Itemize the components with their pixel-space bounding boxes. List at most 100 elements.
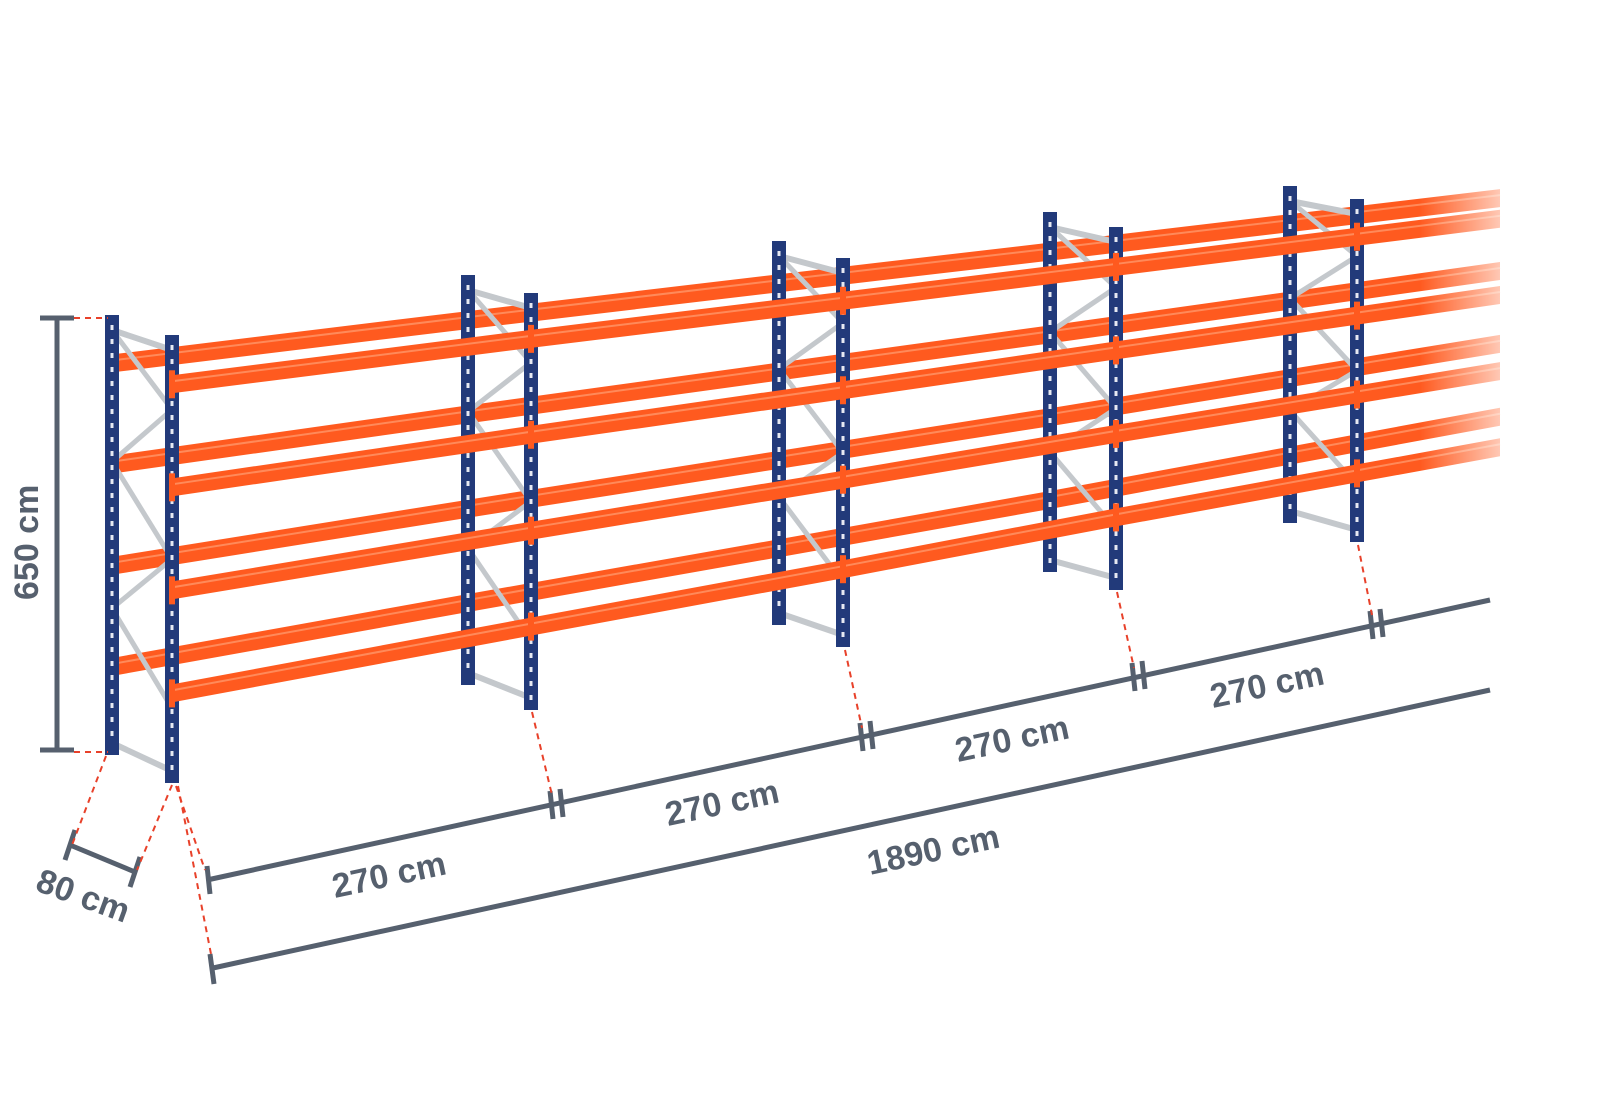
upright-perforation	[1048, 348, 1052, 353]
front-beam-level-4	[531, 560, 843, 636]
upright-perforation	[529, 513, 533, 518]
horizontal-brace	[466, 670, 533, 701]
diagonal-brace	[109, 460, 175, 561]
upright-perforation	[466, 621, 470, 626]
upright-perforation	[1048, 558, 1052, 563]
upright-perforation	[841, 534, 845, 539]
upright-perforation	[841, 548, 845, 553]
upright-perforation	[466, 369, 470, 374]
upright-perforation	[1114, 391, 1118, 396]
front-beam-highlight	[842, 513, 1117, 568]
front-upright	[1350, 199, 1364, 542]
upright-perforation	[170, 401, 174, 406]
beam-connector	[1354, 301, 1360, 330]
beam-connector	[840, 555, 846, 584]
front-beams	[169, 209, 1501, 708]
upright-perforation	[1288, 266, 1292, 271]
horizontal-brace	[110, 740, 174, 774]
upright-perforation	[1114, 363, 1118, 368]
horizontal-brace	[1049, 224, 1117, 245]
bay-tick	[857, 722, 866, 752]
upright-perforation	[170, 457, 174, 462]
front-beam-highlight	[530, 296, 844, 337]
upright-perforation	[110, 577, 114, 582]
depth-label: 80 cm	[31, 862, 135, 931]
upright-perforation	[110, 605, 114, 610]
upright-perforation	[1114, 377, 1118, 382]
upright-perforation	[529, 555, 533, 560]
upright-perforation	[1048, 460, 1052, 465]
upright-perforation	[110, 339, 114, 344]
back-beam-highlight	[467, 455, 780, 507]
upright-perforation	[170, 737, 174, 742]
upright-perforation	[170, 653, 174, 658]
front-beam-level-2	[1116, 306, 1357, 360]
upright-perforation	[1355, 503, 1359, 508]
back-beam-highlight	[467, 279, 780, 319]
upright-perforation	[466, 383, 470, 388]
diagonal-brace	[466, 288, 533, 365]
bay-tick	[204, 865, 213, 895]
back-beam-level-2	[468, 362, 779, 424]
bay-dimension-line	[206, 597, 1491, 883]
beam-connector	[1354, 459, 1360, 488]
upright-perforation	[1048, 222, 1052, 227]
depth-tick	[62, 829, 78, 861]
upright-perforation	[1355, 265, 1359, 270]
back-beam-highlight	[467, 367, 780, 413]
diagonal-brace	[466, 360, 533, 414]
upright-perforation	[1288, 280, 1292, 285]
back-beam-level-3	[468, 450, 779, 518]
upright-perforation	[466, 299, 470, 304]
upright-perforation	[110, 535, 114, 540]
upright-perforation	[841, 422, 845, 427]
back-beam-highlight	[1049, 219, 1291, 250]
extension-line	[71, 755, 107, 846]
front-beam-highlight	[1115, 311, 1358, 349]
front-beam-highlight	[842, 346, 1117, 389]
upright-perforation	[170, 611, 174, 616]
upright-perforation	[466, 327, 470, 332]
upright-perforation	[529, 471, 533, 476]
upright-perforation	[110, 689, 114, 694]
beam-connector	[1354, 222, 1360, 251]
front-beam-highlight	[842, 429, 1117, 478]
upright-perforation	[529, 359, 533, 364]
upright-perforation	[466, 663, 470, 668]
front-beam-highlight	[171, 430, 532, 486]
upright-perforation	[777, 461, 781, 466]
upright-perforation	[466, 411, 470, 416]
horizontal-brace	[1289, 198, 1358, 217]
upright-perforation	[1048, 306, 1052, 311]
upright-perforation	[1114, 475, 1118, 480]
upright-perforation	[777, 447, 781, 452]
front-beam-highlight	[842, 262, 1117, 299]
upright-perforation	[466, 565, 470, 570]
upright-perforation	[110, 325, 114, 330]
upright-perforation	[110, 479, 114, 484]
upright-perforation	[1114, 293, 1118, 298]
back-beam-highlight	[1049, 451, 1291, 498]
diagonal-brace	[1288, 254, 1359, 301]
diagonal-brace	[777, 320, 845, 372]
upright-perforation	[466, 495, 470, 500]
upright-perforation	[777, 475, 781, 480]
total-length-label: 1890 cm	[864, 818, 1003, 883]
upright-perforation	[1355, 349, 1359, 354]
upright-perforation	[170, 555, 174, 560]
beam-connector	[1113, 419, 1119, 448]
front-beam-level-3	[1116, 385, 1357, 443]
upright-perforation	[170, 667, 174, 672]
upright-perforation	[466, 607, 470, 612]
upright-perforation	[841, 338, 845, 343]
upright-perforation	[1048, 474, 1052, 479]
back-beam-level-4	[468, 539, 779, 612]
upright-perforation	[170, 513, 174, 518]
upright-perforation	[1048, 418, 1052, 423]
upright-perforation	[1288, 448, 1292, 453]
extension-line	[136, 784, 173, 871]
upright-perforation	[777, 349, 781, 354]
upright-perforation	[1048, 488, 1052, 493]
upright-perforation	[777, 279, 781, 284]
beam-connector	[169, 473, 175, 502]
